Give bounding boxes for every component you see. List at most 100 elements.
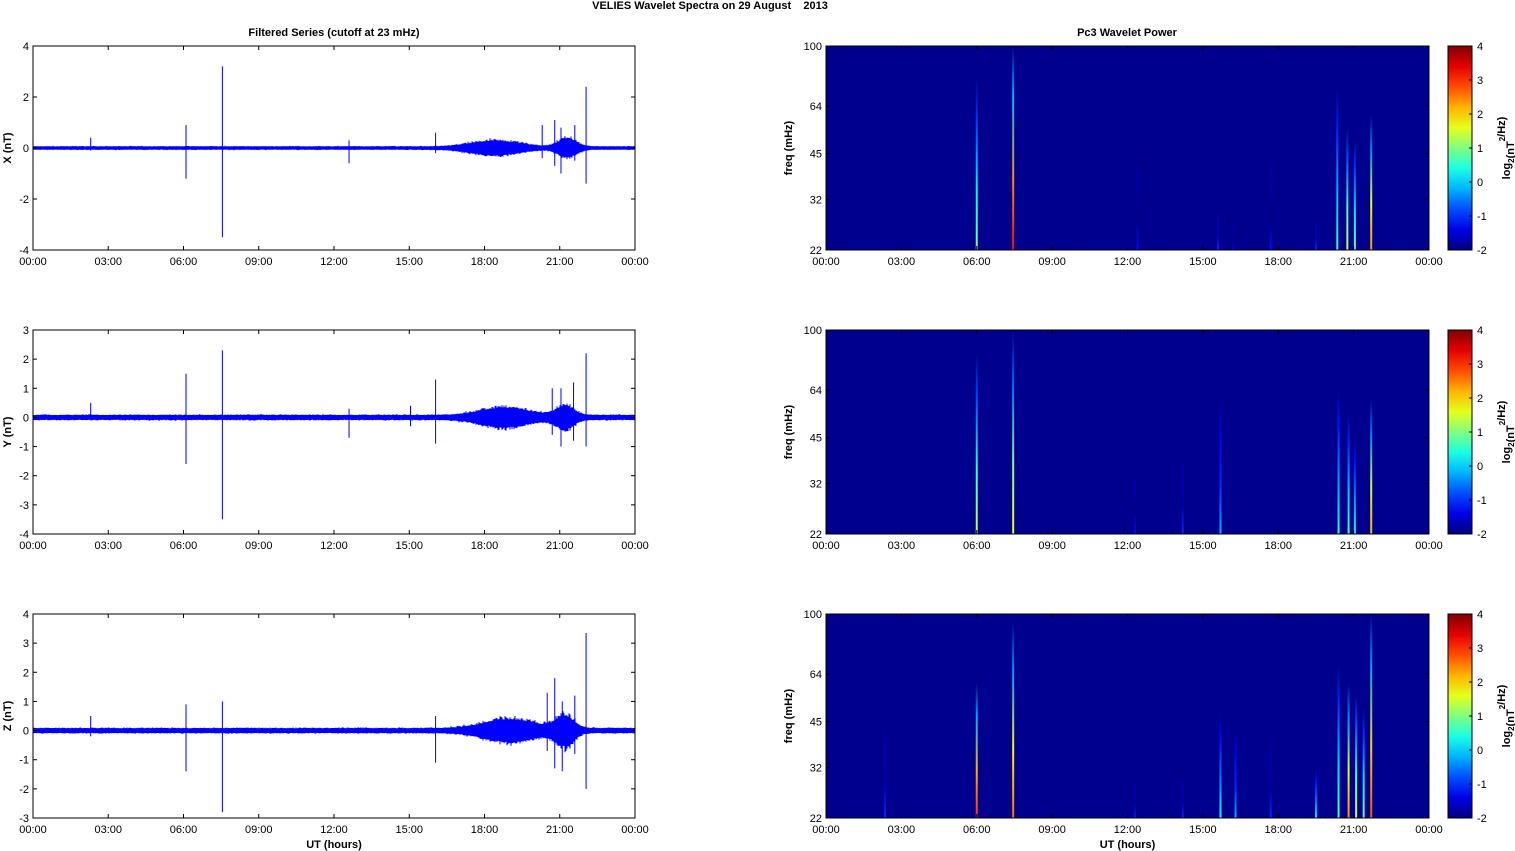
colorbar-label: log2(nT2/Hz)	[1496, 116, 1515, 179]
y-tick-label: 64	[810, 385, 822, 397]
y-axis-label: Y (nT)	[2, 416, 14, 447]
y-tick-label: 45	[810, 717, 822, 729]
power-stripe	[1012, 330, 1015, 534]
x-tick-label: 06:00	[963, 540, 991, 552]
y-tick-label: -1	[19, 755, 29, 767]
x-tick-label: 21:00	[546, 256, 574, 268]
power-stripe	[884, 721, 887, 818]
colorbar-label-part: log	[1501, 447, 1513, 464]
colorbar-tick-label: 4	[1477, 41, 1483, 53]
power-stripe	[1136, 153, 1139, 250]
colorbar-tick-label: 3	[1477, 643, 1483, 655]
power-stripe	[1353, 437, 1356, 534]
y-tick-label: 4	[23, 609, 29, 621]
x-tick-label: 03:00	[888, 540, 916, 552]
power-stripe	[1012, 46, 1015, 250]
y-tick-label: 0	[23, 143, 29, 155]
x-tick-label: 00:00	[19, 824, 47, 836]
x-tick-label: 06:00	[170, 824, 198, 836]
colorbar-tick-label: 0	[1477, 177, 1483, 189]
colorbar-label-part: /Hz)	[1496, 684, 1508, 705]
x-tick-label: 21:00	[1340, 256, 1368, 268]
x-tick-label: 00:00	[621, 824, 649, 836]
x-tick-label: 00:00	[1415, 256, 1443, 268]
x-axis-label: UT (hours)	[306, 839, 362, 851]
x-tick-label: 03:00	[94, 256, 122, 268]
x-tick-label: 15:00	[1189, 540, 1217, 552]
power-stripe	[1216, 208, 1219, 250]
colorbar-tick-label: 4	[1477, 609, 1483, 621]
panels: -4 -2 0 2 4 X (nT) 00:00 03:00 06:00 09:00 12:00 15…	[2, 41, 1515, 851]
power-stripe	[1269, 737, 1272, 818]
heatmap-stripes	[884, 614, 1373, 818]
power-stripe	[1337, 662, 1340, 818]
x-tick-label: 00:00	[621, 256, 649, 268]
x-tick-label: 21:00	[546, 824, 574, 836]
power-stripe	[975, 351, 978, 534]
y-tick-label: 3	[23, 638, 29, 650]
y-tick-label: 32	[810, 195, 822, 207]
colorbar-tick-label: 3	[1477, 359, 1483, 371]
y-tick-label: -2	[19, 471, 29, 483]
power-stripe	[1346, 126, 1349, 250]
y-tick-label: 100	[804, 609, 822, 621]
y-tick-label: 2	[23, 92, 29, 104]
power-stripe	[1336, 84, 1339, 250]
y-tick-label: 2	[23, 354, 29, 366]
colorbar-tick-label: 1	[1477, 143, 1483, 155]
power-stripe	[1314, 217, 1317, 250]
x-tick-label: 09:00	[245, 824, 273, 836]
x-tick-label: 06:00	[963, 256, 991, 268]
power-stripe	[1370, 614, 1373, 818]
power-stripe	[1134, 776, 1137, 818]
y-tick-label: 45	[810, 433, 822, 445]
heatmap-background	[826, 46, 1429, 250]
y-tick-label: 0	[23, 726, 29, 738]
colorbar-label-part: 2	[1507, 158, 1515, 163]
y-tick-label: -4	[19, 529, 29, 541]
y-tick-label: 2	[23, 667, 29, 679]
x-tick-label: 09:00	[1038, 256, 1066, 268]
x-tick-label: 09:00	[245, 256, 273, 268]
x-tick-label: 00:00	[1415, 824, 1443, 836]
x-tick-label: 00:00	[812, 824, 840, 836]
y-tick-label: 45	[810, 149, 822, 161]
x-tick-label: 18:00	[1264, 540, 1292, 552]
y-tick-label: -3	[19, 500, 29, 512]
x-tick-label: 00:00	[19, 256, 47, 268]
x-tick-label: 00:00	[621, 540, 649, 552]
power-stripe	[1370, 398, 1373, 534]
colorbar-label-part: 2	[1507, 726, 1515, 731]
x-tick-label: 15:00	[395, 824, 423, 836]
left-column-title: Filtered Series (cutoff at 23 mHz)	[248, 27, 419, 39]
power-stripe	[1234, 730, 1237, 818]
power-stripe	[1232, 217, 1235, 250]
x-tick-label: 03:00	[888, 256, 916, 268]
y-tick-label: 64	[810, 669, 822, 681]
y-tick-label: 22	[810, 813, 822, 825]
x-tick-label: 12:00	[320, 256, 348, 268]
x-tick-label: 09:00	[1038, 540, 1066, 552]
figure-title: VELIES Wavelet Spectra on 29 August 2013	[592, 0, 828, 12]
y-tick-label: -4	[19, 245, 29, 257]
y-tick-label: 1	[23, 696, 29, 708]
y-tick-label: 22	[810, 245, 822, 257]
colorbar-tick-label: 1	[1477, 711, 1483, 723]
x-tick-label: 09:00	[245, 540, 273, 552]
x-tick-label: 12:00	[1114, 256, 1142, 268]
line-panel-1: -4 -2 0 2 4 X (nT) 00:00 03:00 06:00 09:00 12:00 15…	[2, 41, 649, 268]
colorbar-label-part: log	[1501, 163, 1513, 180]
power-stripe	[1269, 153, 1272, 250]
y-axis-label: Z (nT)	[2, 700, 14, 731]
y-tick-label: 64	[810, 101, 822, 113]
colorbar-label: log2(nT2/Hz)	[1496, 400, 1515, 463]
power-stripe	[1337, 388, 1340, 534]
colorbar-label-part: (nT	[1505, 425, 1515, 442]
heatmap-stripes	[975, 46, 1373, 250]
power-stripe	[1134, 471, 1137, 534]
y-tick-label: 100	[804, 325, 822, 337]
x-tick-label: 00:00	[1415, 540, 1443, 552]
plot-area	[33, 330, 635, 534]
